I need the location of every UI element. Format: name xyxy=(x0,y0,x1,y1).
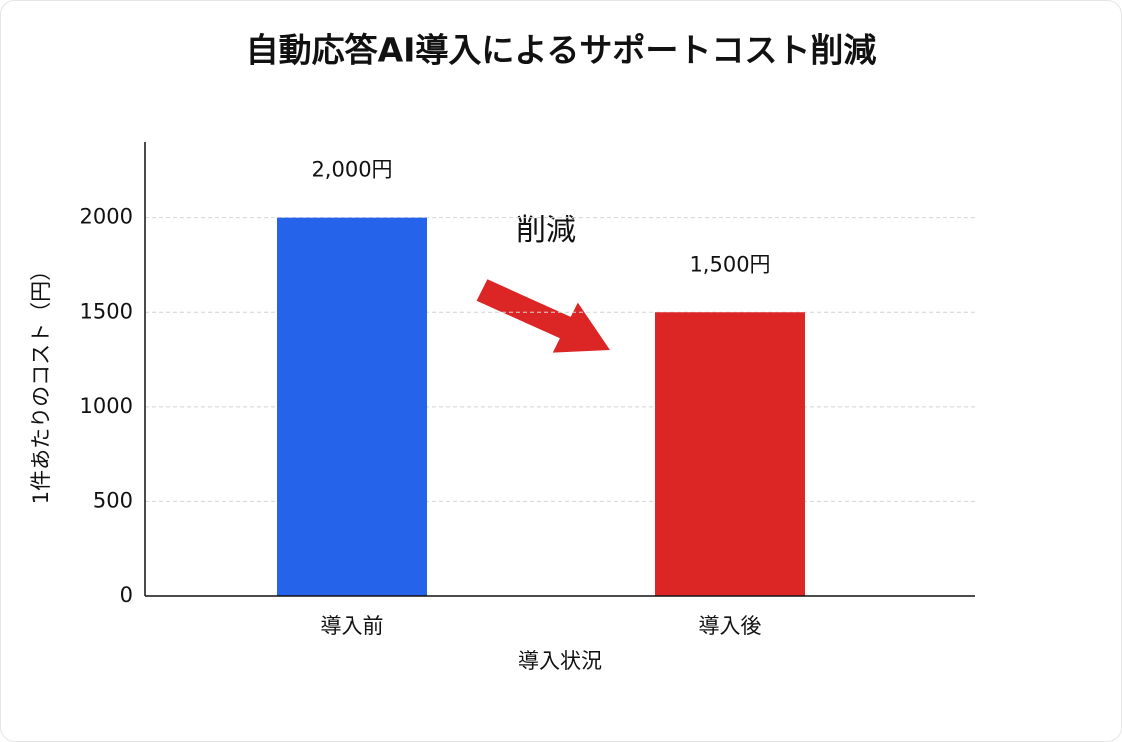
bar xyxy=(655,312,805,596)
x-tick-label: 導入後 xyxy=(699,614,762,638)
y-tick-label: 2000 xyxy=(80,205,133,229)
y-tick-label: 0 xyxy=(120,583,133,607)
y-axis-label: 1件あたりのコスト（円） xyxy=(29,260,53,504)
value-label: 1,500円 xyxy=(689,252,770,276)
y-tick-label: 1000 xyxy=(80,394,133,418)
x-tick-label: 導入前 xyxy=(321,614,384,638)
value-label: 2,000円 xyxy=(311,158,392,182)
y-tick-label: 1500 xyxy=(80,299,133,323)
y-tick-label: 500 xyxy=(93,488,133,512)
chart-title: 自動応答AI導入によるサポートコスト削減 xyxy=(246,31,877,70)
bar xyxy=(277,217,427,596)
arrow xyxy=(476,279,610,353)
x-axis-label: 導入状況 xyxy=(518,649,602,673)
annotation: 削減 xyxy=(516,213,576,248)
